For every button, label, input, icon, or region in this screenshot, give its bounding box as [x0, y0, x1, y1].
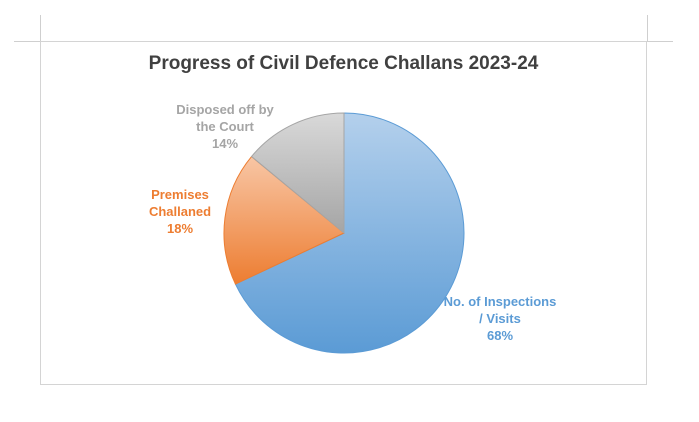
corner-mark — [40, 15, 41, 41]
chart-title: Progress of Civil Defence Challans 2023-… — [148, 53, 539, 74]
label-value: 68% — [486, 328, 514, 343]
label-value: 18% — [166, 221, 194, 236]
label-line: Disposed off by — [176, 102, 274, 117]
pie-slice-1[interactable] — [223, 155, 345, 285]
label-line: Challaned — [148, 204, 212, 219]
label-line: / Visits — [479, 311, 521, 326]
label-line: Premises — [151, 187, 209, 202]
label-inspections: No. of Inspections / Visits 68% — [430, 293, 570, 344]
label-value: 14% — [211, 136, 239, 151]
label-line: No. of Inspections — [443, 294, 557, 309]
corner-mark — [647, 41, 673, 42]
pie-slice-2[interactable] — [250, 112, 345, 235]
label-line: the Court — [196, 119, 254, 134]
corner-mark — [14, 41, 40, 42]
chart-area[interactable] — [40, 41, 647, 385]
pie-slice-0[interactable] — [234, 112, 465, 354]
label-disposed: Disposed off by the Court 14% — [160, 101, 290, 152]
corner-mark — [647, 15, 648, 41]
label-premises: Premises Challaned 18% — [130, 186, 230, 237]
